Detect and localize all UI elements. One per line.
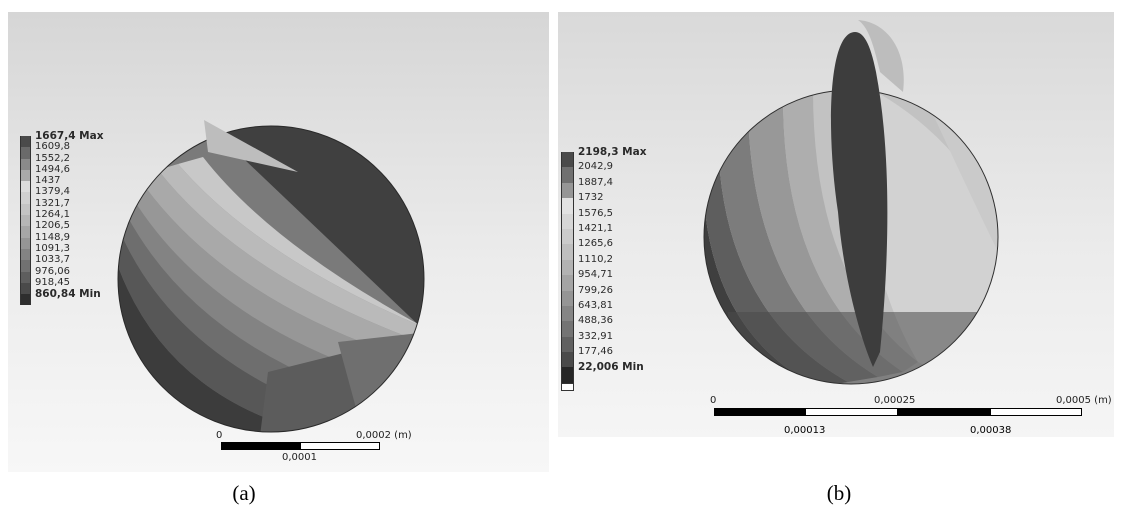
scale-b-left: 0 — [710, 395, 717, 406]
scale-b-center: 0,00025 — [874, 395, 916, 406]
scale-b-seg-2 — [805, 408, 898, 416]
sphere-model-a — [117, 120, 425, 433]
legend-b-label: 643,81 — [578, 299, 613, 311]
scale-a-left: 0 — [216, 430, 223, 441]
legend-b-max: 2198,3 Max — [578, 146, 647, 158]
legend-b-label: 1421,1 — [578, 222, 613, 234]
legend-a-max: 1667,4 Max — [35, 130, 104, 142]
legend-b-label: 954,71 — [578, 269, 613, 281]
scale-b-seg-1 — [714, 408, 806, 416]
legend-b-label: 488,36 — [578, 315, 613, 327]
panel-b-scale-labels: 0,00013 0,00038 — [558, 425, 1114, 472]
panel-a: 1667,4 Max 1609,8 1552,2 1494,6 1437 137… — [8, 12, 549, 472]
legend-a-label: 1437 — [35, 175, 61, 187]
legend-a-label: 918,45 — [35, 276, 70, 288]
legend-b-label: 1576,5 — [578, 207, 613, 219]
scale-b-quarter: 0,00013 — [784, 425, 826, 436]
legend-b-label: 1887,4 — [578, 176, 613, 188]
legend-b-min: 22,006 Min — [578, 361, 644, 374]
legend-b-label: 799,26 — [578, 284, 613, 296]
legend-a-label: 1321,7 — [35, 197, 70, 209]
legend-b-label: 2042,9 — [578, 161, 613, 173]
legend-a-label: 976,06 — [35, 265, 70, 277]
scale-b-right: 0,0005 (m) — [1056, 395, 1112, 406]
legend-b-label: 332,91 — [578, 330, 613, 342]
legend-a-label: 1609,8 — [35, 141, 70, 153]
legend-b-label: 177,46 — [578, 346, 613, 358]
scale-b-seg-4 — [990, 408, 1082, 416]
legend-b-label: 1110,2 — [578, 253, 613, 265]
legend-b-label: 1732 — [578, 192, 604, 204]
caption-a: (a) — [232, 481, 256, 505]
sphere-model-b — [703, 20, 999, 385]
legend-a-label: 1206,5 — [35, 220, 70, 232]
legend-a-label: 1033,7 — [35, 254, 70, 266]
panel-b: 2198,3 Max 2042,9 1887,4 1732 1576,5 142… — [558, 12, 1114, 437]
legend-a-label: 1148,9 — [35, 231, 70, 243]
caption-b: (b) — [826, 481, 852, 505]
scale-bar-b: 0 0,00025 0,0005 (m) — [706, 395, 1112, 435]
legend-a-label: 1379,4 — [35, 186, 70, 198]
scale-a-right: 0,0002 (m) — [356, 430, 412, 441]
legend-a-label: 1091,3 — [35, 242, 70, 254]
legend-a-label: 1552,2 — [35, 152, 70, 164]
scale-b-three-quarter: 0,00038 — [970, 425, 1012, 436]
legend-a-min: 860,84 Min — [35, 288, 101, 301]
scale-a-light-segment — [300, 442, 380, 450]
scale-a-dark-segment — [221, 442, 301, 450]
scale-b-seg-3 — [897, 408, 991, 416]
scale-a-mid: 0,0001 — [282, 452, 317, 463]
legend-b-label: 1265,6 — [578, 238, 613, 250]
legend-a-label: 1264,1 — [35, 209, 70, 221]
scale-bar-a: 0 0,0002 (m) 0,0001 — [208, 424, 412, 469]
legend-a-label: 1494,6 — [35, 163, 70, 175]
